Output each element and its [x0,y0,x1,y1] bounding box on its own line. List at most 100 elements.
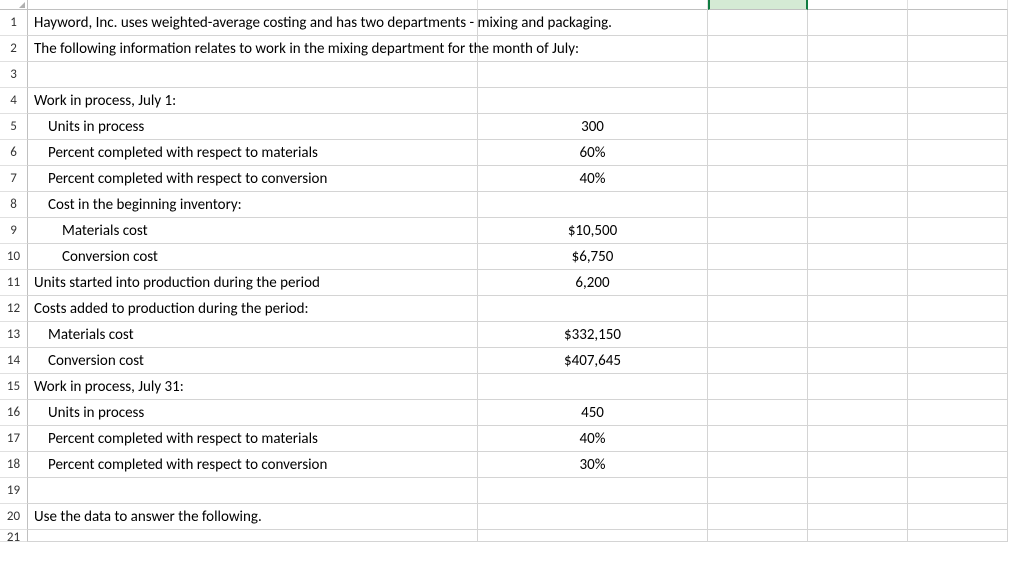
cell-e9[interactable] [908,218,1008,244]
cell-a2[interactable]: The following information relates to wor… [28,36,478,62]
cell-d20[interactable] [808,504,908,530]
row-header-1[interactable]: 1 [0,10,28,36]
row-header-13[interactable]: 13 [0,322,28,348]
cell-d10[interactable] [808,244,908,270]
row-header-21[interactable]: 21 [0,530,28,542]
row-header-2[interactable]: 2 [0,36,28,62]
cell-a4[interactable]: Work in process, July 1: [28,88,478,114]
cell-c2[interactable] [708,36,808,62]
cell-d14[interactable] [808,348,908,374]
cell-e13[interactable] [908,322,1008,348]
row-header-20[interactable]: 20 [0,504,28,530]
cell-d21[interactable] [808,530,908,542]
cell-c17[interactable] [708,426,808,452]
cell-c15[interactable] [708,374,808,400]
cell-e5[interactable] [908,114,1008,140]
cell-b15[interactable] [478,374,708,400]
cell-c3[interactable] [708,62,808,88]
row-header-7[interactable]: 7 [0,166,28,192]
cell-a9[interactable]: Materials cost [28,218,478,244]
cell-d4[interactable] [808,88,908,114]
column-header-a[interactable]: A [28,0,478,10]
cell-a15[interactable]: Work in process, July 31: [28,374,478,400]
cell-c13[interactable] [708,322,808,348]
cell-c6[interactable] [708,140,808,166]
cell-e17[interactable] [908,426,1008,452]
cell-d11[interactable] [808,270,908,296]
row-header-17[interactable]: 17 [0,426,28,452]
column-header-c[interactable]: C [708,0,808,10]
cell-a17[interactable]: Percent completed with respect to materi… [28,426,478,452]
cell-b14[interactable]: $407,645 [478,348,708,374]
cell-a13[interactable]: Materials cost [28,322,478,348]
cell-d15[interactable] [808,374,908,400]
cell-e1[interactable] [908,10,1008,36]
cell-a6[interactable]: Percent completed with respect to materi… [28,140,478,166]
cell-b21[interactable] [478,530,708,542]
cell-c10[interactable] [708,244,808,270]
cell-a10[interactable]: Conversion cost [28,244,478,270]
cell-c12[interactable] [708,296,808,322]
cell-a1[interactable]: Hayword, Inc. uses weighted-average cost… [28,10,478,36]
spreadsheet-grid[interactable]: ABCDE1Hayword, Inc. uses weighted-averag… [0,0,1024,542]
cell-b3[interactable] [478,62,708,88]
cell-d6[interactable] [808,140,908,166]
row-header-16[interactable]: 16 [0,400,28,426]
cell-b7[interactable]: 40% [478,166,708,192]
cell-e16[interactable] [908,400,1008,426]
cell-c8[interactable] [708,192,808,218]
cell-e6[interactable] [908,140,1008,166]
cell-b16[interactable]: 450 [478,400,708,426]
cell-e2[interactable] [908,36,1008,62]
cell-b13[interactable]: $332,150 [478,322,708,348]
cell-c11[interactable] [708,270,808,296]
row-header-12[interactable]: 12 [0,296,28,322]
cell-d2[interactable] [808,36,908,62]
row-header-3[interactable]: 3 [0,62,28,88]
cell-d19[interactable] [808,478,908,504]
cell-c1[interactable] [708,10,808,36]
cell-e18[interactable] [908,452,1008,478]
cell-d5[interactable] [808,114,908,140]
cell-b5[interactable]: 300 [478,114,708,140]
cell-d3[interactable] [808,62,908,88]
cell-a7[interactable]: Percent completed with respect to conver… [28,166,478,192]
cell-c16[interactable] [708,400,808,426]
cell-b10[interactable]: $6,750 [478,244,708,270]
cell-a19[interactable] [28,478,478,504]
cell-b17[interactable]: 40% [478,426,708,452]
cell-e4[interactable] [908,88,1008,114]
cell-c4[interactable] [708,88,808,114]
cell-e12[interactable] [908,296,1008,322]
cell-a14[interactable]: Conversion cost [28,348,478,374]
cell-a11[interactable]: Units started into production during the… [28,270,478,296]
cell-d9[interactable] [808,218,908,244]
cell-b18[interactable]: 30% [478,452,708,478]
column-header-e[interactable]: E [908,0,1008,10]
row-header-15[interactable]: 15 [0,374,28,400]
cell-b19[interactable] [478,478,708,504]
cell-c21[interactable] [708,530,808,542]
cell-e14[interactable] [908,348,1008,374]
cell-b4[interactable] [478,88,708,114]
cell-a20[interactable]: Use the data to answer the following. [28,504,478,530]
cell-b9[interactable]: $10,500 [478,218,708,244]
select-all-corner[interactable] [0,0,28,10]
cell-e10[interactable] [908,244,1008,270]
cell-e8[interactable] [908,192,1008,218]
cell-c9[interactable] [708,218,808,244]
cell-a3[interactable] [28,62,478,88]
row-header-5[interactable]: 5 [0,114,28,140]
cell-e3[interactable] [908,62,1008,88]
cell-c20[interactable] [708,504,808,530]
cell-d12[interactable] [808,296,908,322]
row-header-14[interactable]: 14 [0,348,28,374]
row-header-6[interactable]: 6 [0,140,28,166]
cell-d18[interactable] [808,452,908,478]
cell-a8[interactable]: Cost in the beginning inventory: [28,192,478,218]
row-header-4[interactable]: 4 [0,88,28,114]
cell-a21[interactable] [28,530,478,542]
cell-d17[interactable] [808,426,908,452]
cell-b6[interactable]: 60% [478,140,708,166]
cell-e7[interactable] [908,166,1008,192]
